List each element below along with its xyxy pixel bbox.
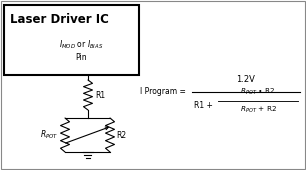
Text: R2: R2 xyxy=(116,131,126,140)
Text: Pin: Pin xyxy=(76,53,87,62)
Text: R1 +: R1 + xyxy=(194,100,213,109)
Text: I Program =: I Program = xyxy=(140,88,186,97)
Text: $R_{POT}$ + R2: $R_{POT}$ + R2 xyxy=(240,105,277,115)
Text: $I_{MOD}$ or $I_{BIAS}$: $I_{MOD}$ or $I_{BIAS}$ xyxy=(59,39,104,51)
Text: Laser Driver IC: Laser Driver IC xyxy=(10,13,109,26)
Text: 1.2V: 1.2V xyxy=(237,74,256,83)
Text: $R_{POT}$ $\bullet$ R2: $R_{POT}$ $\bullet$ R2 xyxy=(240,87,276,97)
Text: R1: R1 xyxy=(95,90,105,99)
Bar xyxy=(4,5,139,75)
Text: $R_{POT}$: $R_{POT}$ xyxy=(40,129,58,141)
